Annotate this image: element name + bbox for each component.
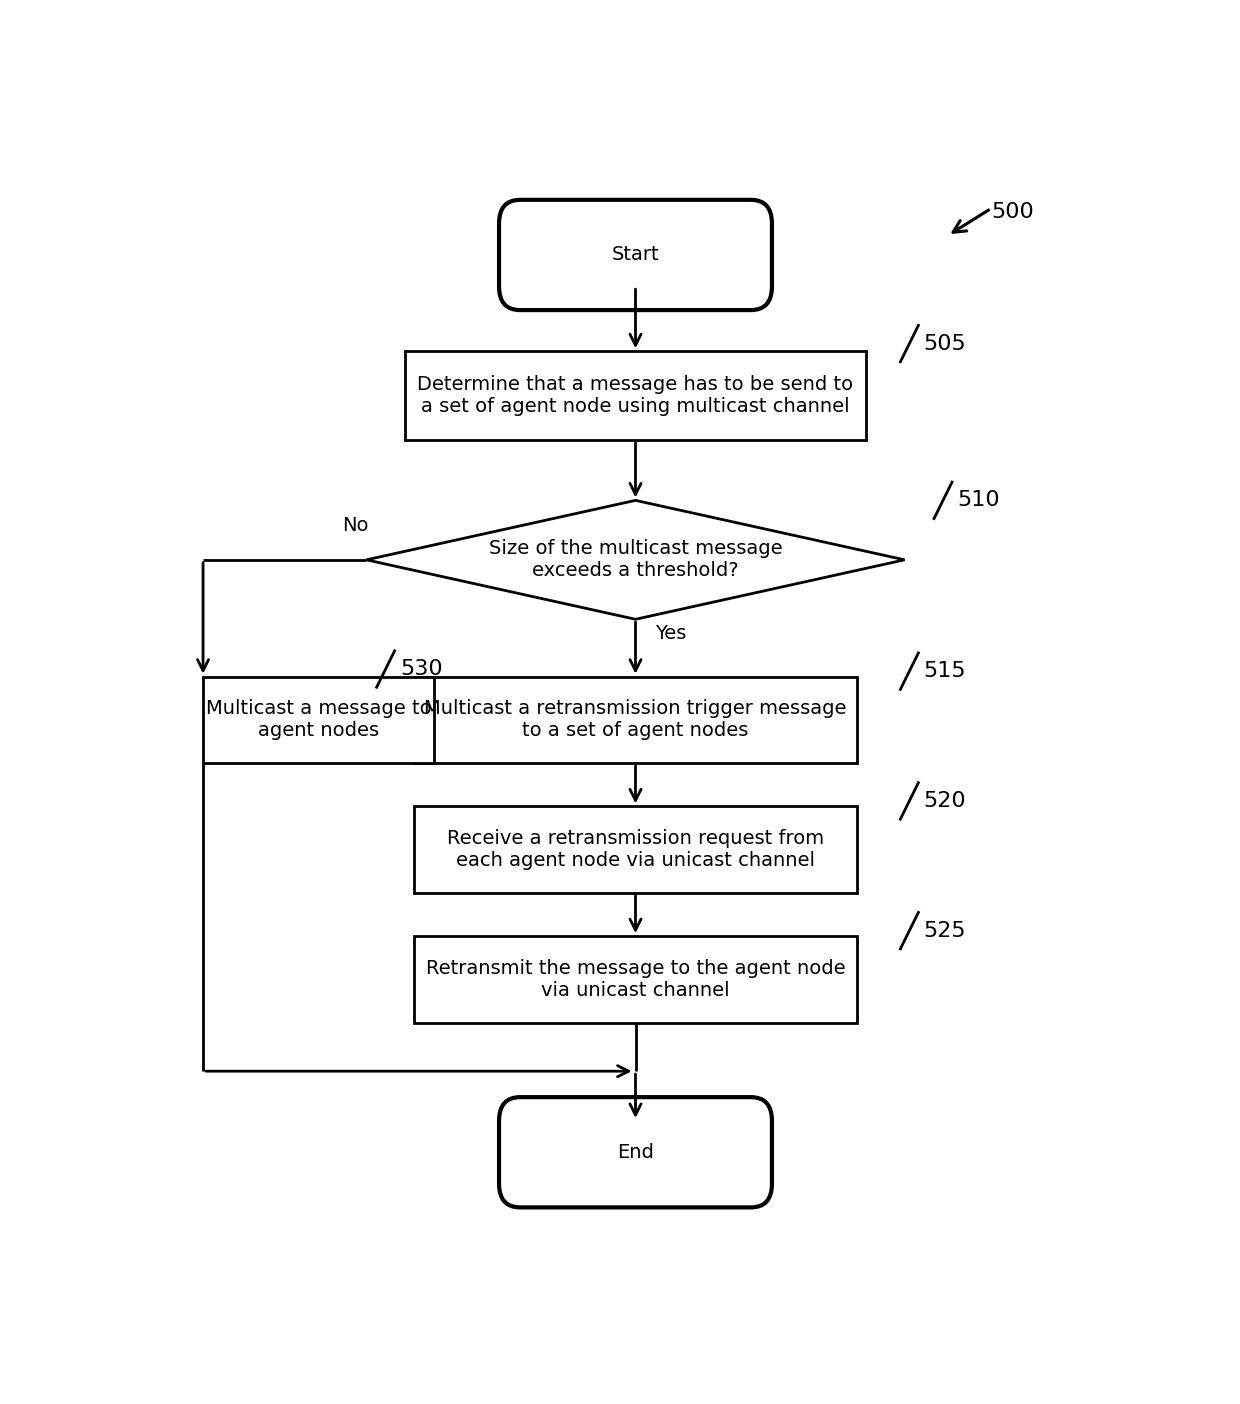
Text: Receive a retransmission request from
each agent node via unicast channel: Receive a retransmission request from ea… bbox=[446, 828, 825, 870]
Text: Multicast a message to
agent nodes: Multicast a message to agent nodes bbox=[206, 699, 432, 740]
Bar bbox=[203, 677, 434, 764]
Bar bbox=[414, 677, 857, 764]
FancyBboxPatch shape bbox=[498, 1097, 773, 1207]
Text: 500: 500 bbox=[991, 202, 1034, 222]
Bar bbox=[414, 806, 857, 893]
Text: Yes: Yes bbox=[655, 623, 686, 643]
Text: Start: Start bbox=[611, 246, 660, 264]
Text: Multicast a retransmission trigger message
to a set of agent nodes: Multicast a retransmission trigger messa… bbox=[424, 699, 847, 740]
Text: Determine that a message has to be send to
a set of agent node using multicast c: Determine that a message has to be send … bbox=[418, 375, 853, 416]
Text: No: No bbox=[342, 515, 368, 535]
Text: 525: 525 bbox=[924, 921, 966, 941]
Text: Size of the multicast message
exceeds a threshold?: Size of the multicast message exceeds a … bbox=[489, 539, 782, 580]
Text: 510: 510 bbox=[957, 490, 999, 511]
Text: 530: 530 bbox=[401, 658, 443, 680]
Text: Retransmit the message to the agent node
via unicast channel: Retransmit the message to the agent node… bbox=[425, 959, 846, 1000]
Bar bbox=[404, 351, 866, 439]
Text: 505: 505 bbox=[924, 334, 966, 354]
Text: 515: 515 bbox=[924, 661, 966, 681]
Bar bbox=[414, 936, 857, 1022]
FancyBboxPatch shape bbox=[498, 199, 773, 310]
Polygon shape bbox=[367, 500, 905, 619]
Text: End: End bbox=[618, 1143, 653, 1161]
Text: 520: 520 bbox=[924, 790, 966, 812]
